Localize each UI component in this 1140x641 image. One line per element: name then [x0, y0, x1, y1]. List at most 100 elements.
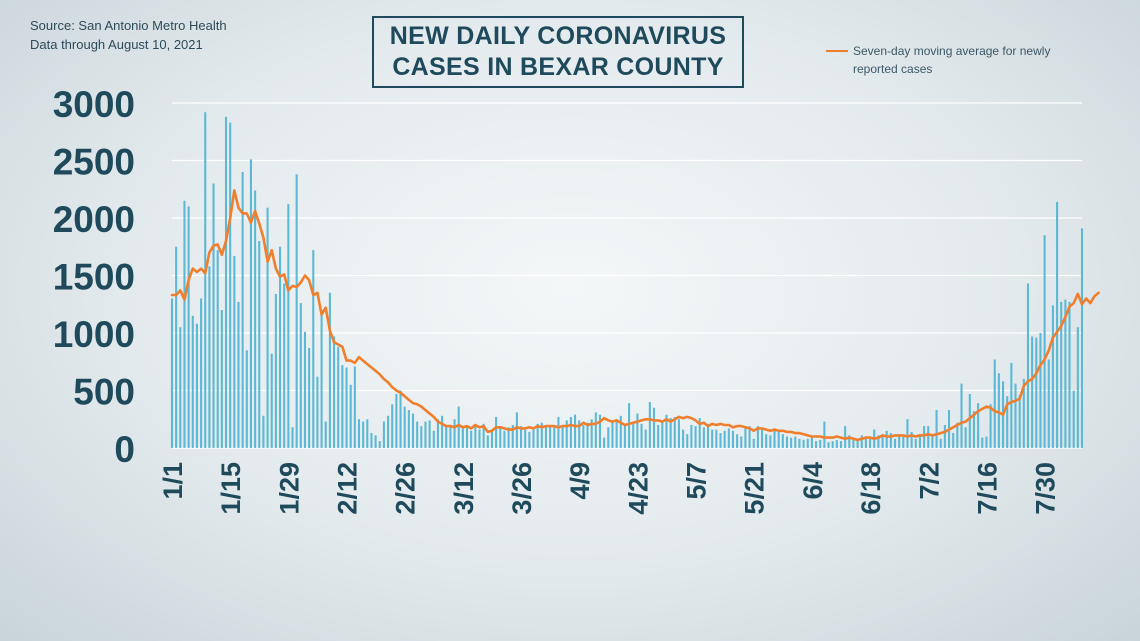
bar — [844, 426, 847, 448]
bar — [170, 298, 174, 448]
bar — [736, 434, 739, 448]
bar — [569, 416, 572, 448]
x-tick-label: 1/1 — [158, 462, 188, 500]
bar — [686, 434, 689, 448]
bar — [524, 429, 527, 448]
bar — [520, 426, 523, 448]
bar — [1006, 396, 1009, 448]
bar — [191, 315, 194, 448]
chart-title-line-1: NEW DAILY CORONAVIRUS — [389, 22, 727, 50]
bar — [578, 420, 581, 448]
bar — [224, 116, 228, 449]
bar — [848, 435, 851, 448]
chart-title: NEW DAILY CORONAVIRUS CASES IN BEXAR COU… — [372, 16, 744, 88]
bar — [881, 434, 884, 448]
bar — [266, 207, 269, 448]
bar — [740, 436, 743, 448]
bar — [490, 430, 493, 448]
bar — [1051, 305, 1054, 448]
bar — [694, 426, 697, 448]
bar — [411, 413, 415, 448]
x-tick-label: 4/9 — [565, 462, 595, 500]
legend-line-swatch — [826, 50, 848, 52]
bar — [274, 293, 277, 448]
bar — [436, 419, 439, 448]
bar — [706, 423, 710, 448]
bar — [723, 430, 726, 448]
bar — [877, 435, 880, 448]
bar — [819, 439, 822, 448]
bar — [815, 441, 818, 448]
x-tick-label: 5/21 — [740, 462, 770, 515]
bar — [985, 436, 988, 448]
bar — [557, 416, 560, 448]
bar — [262, 415, 265, 448]
bar — [1080, 228, 1084, 448]
bar — [989, 404, 992, 448]
bar — [1047, 359, 1050, 448]
bar — [362, 421, 365, 448]
bar — [619, 415, 622, 448]
bar — [374, 435, 377, 448]
bar — [806, 438, 809, 448]
bar — [698, 418, 701, 448]
bar — [441, 415, 444, 448]
legend-label: Seven-day moving average for newly repor… — [853, 42, 1093, 78]
bar — [661, 421, 664, 448]
bar — [852, 439, 855, 448]
bar — [1043, 235, 1046, 448]
bar — [910, 431, 913, 448]
bar — [702, 427, 705, 448]
bar — [1026, 283, 1030, 448]
bar — [324, 421, 327, 448]
bar — [345, 367, 348, 448]
x-tick-label: 1/29 — [274, 462, 304, 515]
bar — [839, 441, 843, 448]
x-axis-ticks: 1/1 1/15 1/29 2/12 2/26 3/12 3/26 4/9 4/23 5/7 5/2… — [158, 462, 1061, 515]
bar — [1068, 301, 1071, 448]
bar — [349, 384, 352, 448]
x-tick-label: 7/2 — [914, 462, 944, 500]
bar — [615, 419, 618, 448]
bar — [457, 406, 460, 448]
y-tick-label: 500 — [73, 372, 135, 413]
bar — [237, 301, 240, 448]
bar — [657, 425, 660, 448]
bar — [1064, 299, 1067, 448]
legend-label-line-2: reported cases — [853, 62, 933, 76]
bar — [798, 438, 801, 448]
bar — [515, 412, 518, 448]
bar — [204, 112, 207, 448]
bar — [544, 427, 548, 448]
x-tick-label: 3/12 — [449, 462, 479, 515]
bar — [328, 292, 331, 448]
x-tick-label: 1/15 — [216, 462, 246, 515]
bar — [977, 403, 980, 448]
data-date-line: Data through August 10, 2021 — [30, 37, 203, 52]
bar — [831, 441, 834, 448]
bar — [827, 442, 830, 448]
bar — [470, 430, 473, 448]
bar — [482, 423, 485, 448]
bar — [1022, 379, 1025, 448]
bar — [781, 434, 784, 448]
bar — [333, 336, 336, 448]
bar — [241, 172, 244, 448]
bar — [748, 426, 751, 448]
bar — [860, 435, 863, 448]
bar — [586, 422, 589, 448]
bar — [923, 426, 926, 448]
bar — [528, 431, 531, 448]
bar — [175, 246, 178, 448]
bar — [387, 415, 390, 448]
bar — [503, 430, 506, 448]
bar — [424, 421, 427, 448]
bar — [785, 436, 789, 448]
bar — [943, 425, 946, 448]
bar — [964, 427, 967, 448]
bar — [532, 429, 535, 448]
gridlines — [172, 102, 1082, 449]
bar — [756, 426, 759, 448]
bar — [229, 122, 232, 449]
x-tick-label: 4/23 — [623, 462, 653, 515]
